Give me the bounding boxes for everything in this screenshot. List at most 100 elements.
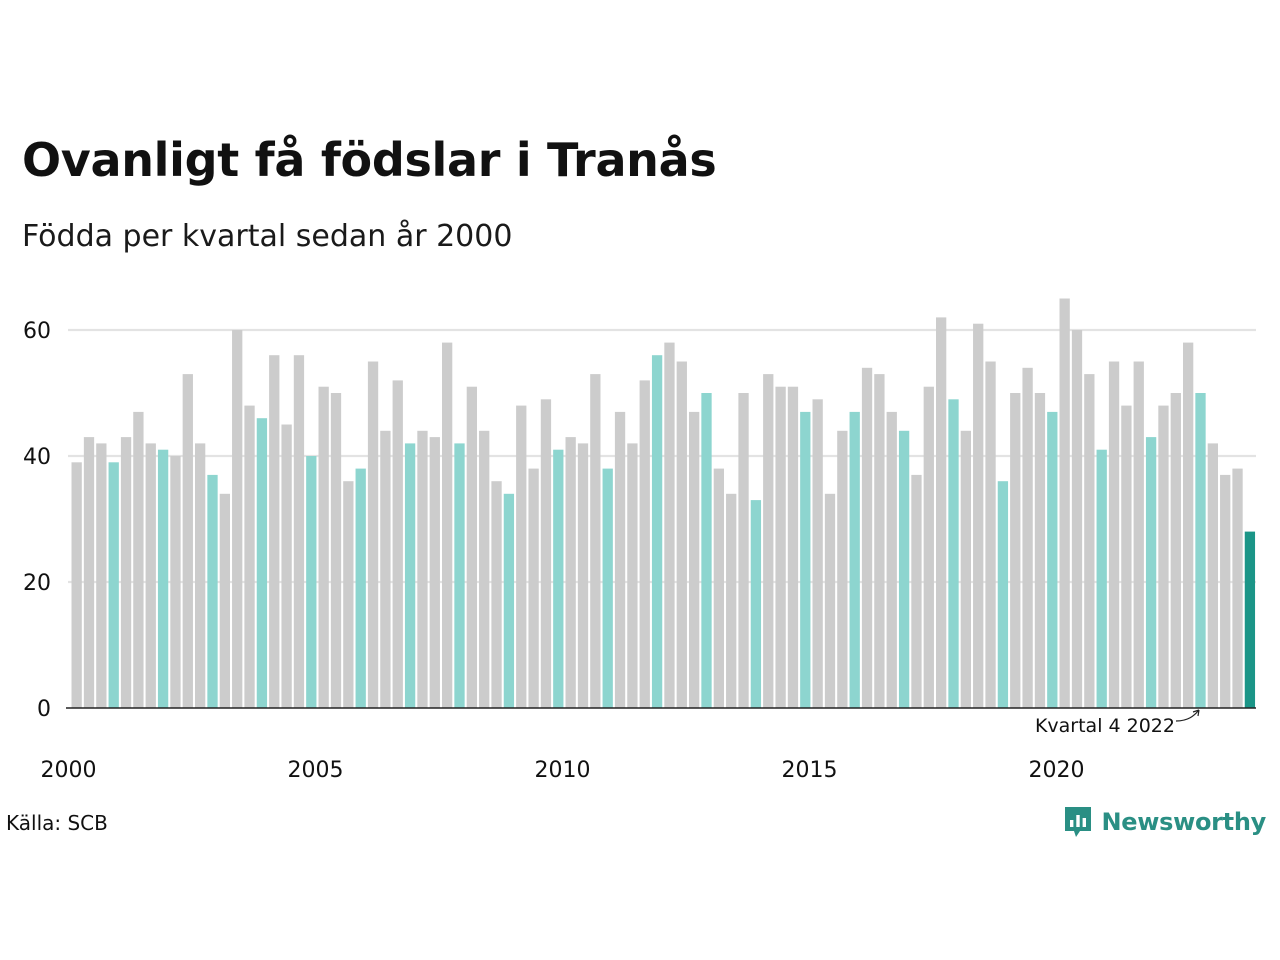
bar	[367, 361, 379, 708]
bar	[577, 443, 589, 708]
bar	[553, 449, 564, 708]
bar	[1158, 405, 1169, 708]
x-tick-label: 2010	[535, 758, 591, 783]
bar	[1084, 374, 1095, 708]
bar	[886, 411, 897, 708]
bar	[923, 386, 934, 708]
bar	[602, 468, 613, 708]
bar	[1108, 361, 1120, 708]
bar	[157, 449, 169, 708]
bar	[281, 424, 292, 708]
bar	[1183, 342, 1194, 708]
chart-title: Ovanligt få födslar i Tranås	[22, 133, 717, 187]
bar	[269, 355, 280, 708]
bar	[503, 493, 515, 708]
axes: 0 20 40 60 2000 2005 2010 2015 2020	[23, 319, 1256, 783]
bar	[639, 380, 650, 708]
bar	[775, 386, 786, 708]
bar	[1170, 393, 1181, 708]
bar	[1121, 405, 1132, 708]
bar	[96, 443, 107, 708]
bar	[1071, 330, 1083, 708]
bar	[651, 355, 663, 708]
bar	[491, 481, 502, 708]
bar	[898, 430, 910, 708]
bar	[713, 468, 724, 708]
bar	[837, 430, 848, 708]
bar	[108, 462, 119, 708]
bar	[392, 380, 403, 708]
bar	[330, 393, 342, 708]
bar	[540, 399, 552, 708]
bar	[1059, 298, 1070, 708]
bar	[614, 411, 626, 708]
bar	[454, 443, 465, 708]
chart-subtitle: Födda per kvartal sedan år 2000	[22, 219, 513, 254]
bar	[429, 437, 440, 708]
y-tick-label: 0	[37, 697, 51, 722]
bar	[343, 481, 354, 708]
bar	[466, 386, 477, 708]
annotation-arrow	[1175, 709, 1200, 722]
bar	[71, 462, 82, 708]
bar	[232, 330, 243, 708]
bar	[219, 493, 230, 708]
newsworthy-logo-text: Newsworthy	[1101, 808, 1266, 836]
x-tick-label: 2020	[1029, 758, 1085, 783]
bar	[763, 374, 774, 708]
bar	[355, 468, 366, 708]
bar	[442, 342, 453, 708]
bar	[1034, 393, 1046, 708]
bar	[936, 317, 947, 708]
bar	[973, 323, 984, 708]
bar	[689, 411, 700, 708]
bar	[1022, 367, 1033, 708]
bar	[207, 474, 218, 708]
bar	[1047, 411, 1058, 708]
bar	[861, 367, 873, 708]
annotation-label: Kvartal 4 2022	[1035, 715, 1175, 737]
y-tick-label: 20	[23, 571, 51, 596]
bar	[1010, 393, 1021, 708]
bar	[676, 361, 687, 708]
bar	[417, 430, 428, 708]
y-tick-label: 40	[23, 445, 51, 470]
bar	[516, 405, 527, 708]
bar	[404, 443, 416, 708]
bar	[182, 374, 193, 708]
bar	[195, 443, 206, 708]
bar	[701, 393, 712, 708]
bar	[1133, 361, 1144, 708]
bar	[997, 481, 1009, 708]
bar	[1232, 468, 1243, 708]
bar	[145, 443, 156, 708]
bar	[750, 500, 762, 708]
bar	[306, 456, 317, 708]
bar	[960, 430, 971, 708]
bar	[590, 374, 601, 708]
annotation: Kvartal 4 2022	[1035, 709, 1200, 737]
bar	[133, 411, 144, 708]
bar	[787, 386, 799, 708]
bar	[1207, 443, 1218, 708]
bar	[120, 437, 132, 708]
bar	[565, 437, 576, 708]
bar	[627, 443, 638, 708]
newsworthy-logo[interactable]: Newsworthy	[1063, 804, 1266, 840]
bar	[1244, 531, 1256, 708]
bar	[726, 493, 737, 708]
bar	[812, 399, 823, 708]
bar	[948, 399, 959, 708]
bar	[874, 374, 885, 708]
newsworthy-logo-icon	[1065, 807, 1092, 837]
bar	[318, 386, 329, 708]
bar	[985, 361, 996, 708]
bar	[849, 411, 860, 708]
bar	[664, 342, 675, 708]
bar	[293, 355, 305, 708]
bars	[71, 298, 1256, 708]
x-tick-label: 2015	[782, 758, 838, 783]
bar	[1220, 474, 1231, 708]
bar	[824, 493, 836, 708]
bar	[800, 411, 811, 708]
